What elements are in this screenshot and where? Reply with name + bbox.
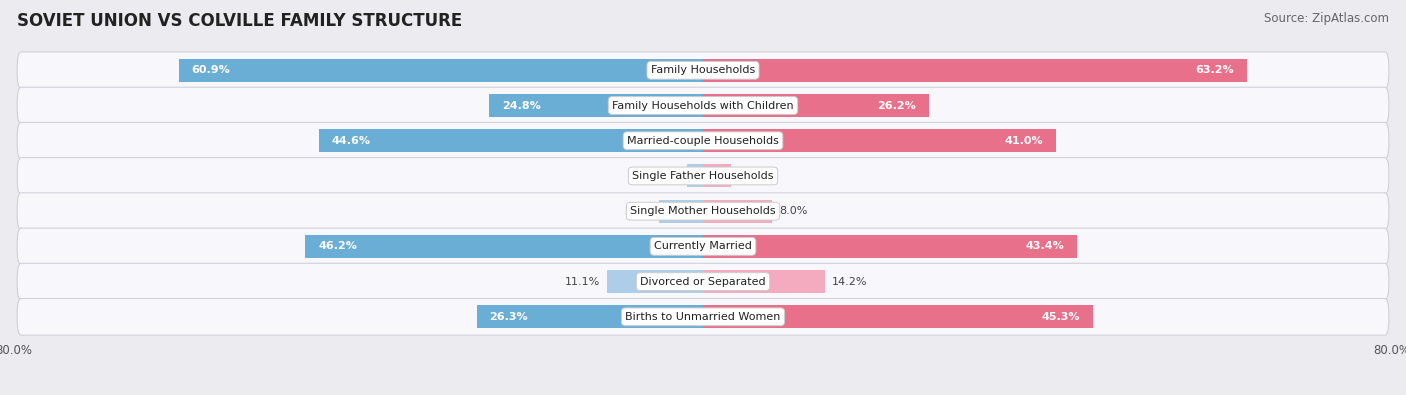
Text: 1.8%: 1.8%	[652, 171, 681, 181]
Bar	[489, 94, 703, 117]
Text: 26.2%: 26.2%	[877, 100, 915, 111]
Bar	[703, 129, 1056, 152]
Text: 3.3%: 3.3%	[738, 171, 766, 181]
Bar	[703, 164, 731, 187]
Bar	[319, 129, 703, 152]
Text: 60.9%: 60.9%	[191, 65, 231, 75]
Text: 63.2%: 63.2%	[1195, 65, 1234, 75]
Bar	[703, 235, 1077, 258]
Text: 45.3%: 45.3%	[1042, 312, 1080, 322]
Bar	[703, 200, 772, 223]
Bar	[688, 164, 703, 187]
FancyBboxPatch shape	[17, 299, 1389, 335]
Text: 24.8%: 24.8%	[502, 100, 541, 111]
FancyBboxPatch shape	[17, 228, 1389, 265]
Text: Married-couple Households: Married-couple Households	[627, 136, 779, 146]
Text: Births to Unmarried Women: Births to Unmarried Women	[626, 312, 780, 322]
Text: 41.0%: 41.0%	[1004, 136, 1043, 146]
Text: Family Households: Family Households	[651, 65, 755, 75]
FancyBboxPatch shape	[17, 52, 1389, 88]
Text: Divorced or Separated: Divorced or Separated	[640, 276, 766, 287]
FancyBboxPatch shape	[17, 193, 1389, 229]
FancyBboxPatch shape	[17, 158, 1389, 194]
Text: SOVIET UNION VS COLVILLE FAMILY STRUCTURE: SOVIET UNION VS COLVILLE FAMILY STRUCTUR…	[17, 12, 463, 30]
Bar	[703, 305, 1092, 328]
Text: 26.3%: 26.3%	[489, 312, 529, 322]
FancyBboxPatch shape	[17, 263, 1389, 300]
Text: 46.2%: 46.2%	[318, 241, 357, 251]
Bar	[703, 270, 825, 293]
Text: 11.1%: 11.1%	[565, 276, 600, 287]
Text: Single Father Households: Single Father Households	[633, 171, 773, 181]
Text: Single Mother Households: Single Mother Households	[630, 206, 776, 216]
Bar	[607, 270, 703, 293]
Text: 5.1%: 5.1%	[624, 206, 652, 216]
Text: Currently Married: Currently Married	[654, 241, 752, 251]
Bar	[179, 59, 703, 82]
Text: Family Households with Children: Family Households with Children	[612, 100, 794, 111]
Bar	[305, 235, 703, 258]
Bar	[703, 59, 1247, 82]
FancyBboxPatch shape	[17, 87, 1389, 124]
Text: 43.4%: 43.4%	[1025, 241, 1064, 251]
Bar	[477, 305, 703, 328]
Bar	[659, 200, 703, 223]
Bar	[703, 94, 928, 117]
FancyBboxPatch shape	[17, 122, 1389, 159]
Text: 8.0%: 8.0%	[779, 206, 807, 216]
Text: 14.2%: 14.2%	[832, 276, 868, 287]
Legend: Soviet Union, Colville: Soviet Union, Colville	[600, 392, 806, 395]
Text: 44.6%: 44.6%	[332, 136, 371, 146]
Text: Source: ZipAtlas.com: Source: ZipAtlas.com	[1264, 12, 1389, 25]
